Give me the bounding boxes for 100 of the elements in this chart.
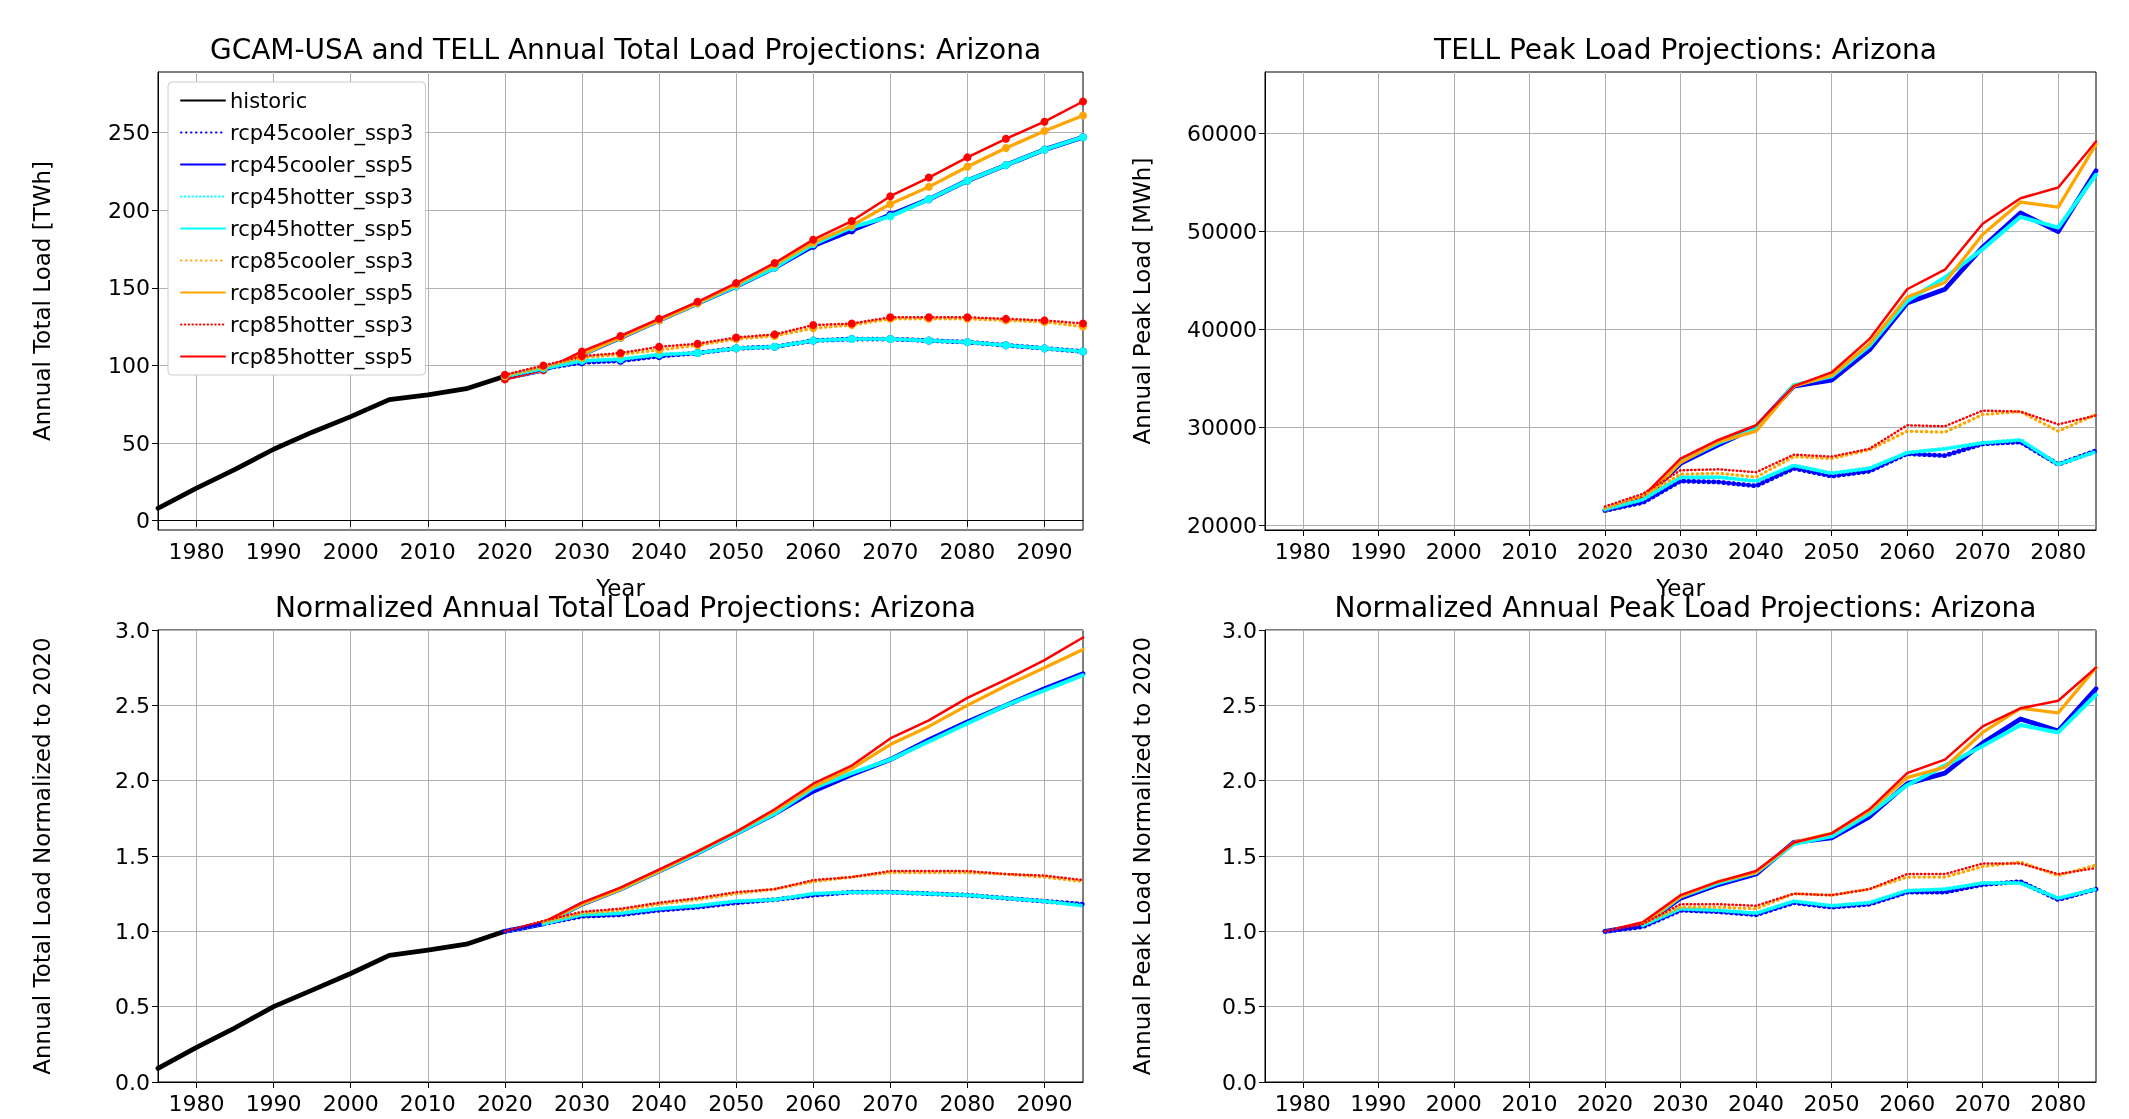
point — [886, 192, 895, 201]
point — [924, 182, 933, 191]
y-tick-label: 1.0 — [115, 918, 150, 944]
x-tick-label: 2010 — [399, 1090, 456, 1116]
x-tick-label: 2060 — [785, 538, 842, 564]
x-tick-label: 1990 — [245, 538, 302, 564]
y-tick-label: 0.5 — [115, 994, 150, 1020]
legend-label: historic — [230, 88, 308, 113]
legend-label: rcp45hotter_ssp3 — [230, 184, 414, 210]
x-tick-label: 1980 — [1274, 538, 1331, 564]
y-tick-label: 2.0 — [115, 768, 150, 794]
y-tick-label: 200 — [108, 197, 150, 223]
legend-label: rcp85hotter_ssp5 — [230, 344, 414, 370]
x-tick-label: 2000 — [1425, 1090, 1482, 1116]
x-tick-label: 2040 — [1728, 1090, 1785, 1116]
x-tick-label: 2020 — [476, 538, 533, 564]
x-tick-label: 2030 — [553, 1090, 610, 1116]
y-tick-label: 20000 — [1187, 512, 1257, 538]
x-tick-label: 1980 — [1274, 1090, 1331, 1116]
y-axis-title: Annual Peak Load Normalized to 2020 — [1128, 636, 1155, 1076]
y-axis-title: Annual Peak Load [MWh] — [1128, 157, 1155, 445]
line-series — [541, 890, 1085, 926]
y-tick-label: 1.5 — [1222, 843, 1257, 869]
y-tick-label: 0.5 — [1222, 994, 1257, 1020]
legend-label: rcp85cooler_ssp3 — [230, 248, 414, 274]
x-tick-label: 2040 — [631, 1090, 688, 1116]
x-tick-label: 2000 — [1425, 538, 1482, 564]
y-axis-title: Annual Total Load Normalized to 2020 — [28, 637, 55, 1075]
point — [886, 199, 895, 208]
x-tick-label: 2080 — [939, 538, 996, 564]
x-tick-label: 2020 — [476, 1090, 533, 1116]
y-axis-title: Annual Total Load [TWh] — [28, 160, 55, 442]
y-tick-label: 30000 — [1187, 414, 1257, 440]
x-tick-label: 2000 — [322, 1090, 379, 1116]
y-tick-label: 2.5 — [1222, 692, 1257, 718]
point — [1001, 144, 1010, 153]
y-tick-label: 3.0 — [115, 617, 150, 643]
x-tick-label: 2080 — [2030, 538, 2087, 564]
y-tick-label: 0.0 — [115, 1069, 150, 1095]
x-tick-label: 2090 — [1016, 538, 1073, 564]
x-tick-label: 2010 — [399, 538, 456, 564]
y-tick-label: 40000 — [1187, 316, 1257, 342]
x-tick-label: 2090 — [1016, 1090, 1073, 1116]
x-tick-label: 2040 — [631, 538, 688, 564]
y-tick-label: 1.5 — [115, 843, 150, 869]
legend-label: rcp45cooler_ssp3 — [230, 120, 414, 146]
x-tick-label: 2050 — [1803, 1090, 1860, 1116]
x-tick-label: 2050 — [708, 1090, 765, 1116]
legend-label: rcp85hotter_ssp3 — [230, 312, 414, 338]
point — [963, 153, 972, 162]
y-tick-label: 60000 — [1187, 121, 1257, 147]
x-tick-label: 2050 — [708, 538, 765, 564]
x-tick-label: 2030 — [1652, 538, 1709, 564]
x-tick-label: 2030 — [1652, 1090, 1709, 1116]
point — [924, 173, 933, 182]
y-tick-label: 150 — [108, 275, 150, 301]
x-tick-label: 2040 — [1728, 538, 1785, 564]
point — [1040, 127, 1049, 135]
x-tick-label: 1990 — [245, 1090, 302, 1116]
y-tick-label: 0.0 — [1222, 1069, 1257, 1095]
point — [847, 217, 856, 226]
legend-label: rcp45cooler_ssp5 — [230, 152, 414, 178]
x-tick-label: 2010 — [1501, 1090, 1558, 1116]
point — [1079, 97, 1087, 106]
x-tick-label: 2060 — [1879, 538, 1936, 564]
y-tick-label: 2.5 — [115, 692, 150, 718]
y-tick-label: 1.0 — [1222, 918, 1257, 944]
x-tick-label: 1980 — [168, 1090, 225, 1116]
y-tick-label: 100 — [108, 352, 150, 378]
x-tick-label: 2050 — [1803, 538, 1860, 564]
y-tick-label: 50000 — [1187, 219, 1257, 245]
x-tick-label: 2000 — [322, 538, 379, 564]
x-tick-label: 1980 — [168, 538, 225, 564]
legend-label: rcp85cooler_ssp5 — [230, 280, 414, 306]
x-tick-label: 2080 — [939, 1090, 996, 1116]
chart-title: TELL Peak Load Projections: Arizona — [1433, 32, 1937, 66]
point — [1001, 134, 1010, 143]
x-tick-label: 2080 — [2030, 1090, 2087, 1116]
point — [963, 162, 972, 171]
y-tick-label: 0 — [136, 508, 150, 534]
x-tick-label: 1990 — [1350, 538, 1407, 564]
y-tick-label: 50 — [122, 430, 150, 456]
y-tick-label: 3.0 — [1222, 617, 1257, 643]
point — [1040, 117, 1049, 126]
x-tick-label: 1990 — [1350, 1090, 1407, 1116]
x-tick-label: 2060 — [785, 1090, 842, 1116]
x-tick-label: 2070 — [1954, 538, 2011, 564]
x-tick-label: 2060 — [1879, 1090, 1936, 1116]
point — [1079, 111, 1087, 120]
x-tick-label: 2070 — [862, 1090, 919, 1116]
x-tick-label: 2070 — [1954, 1090, 2011, 1116]
y-tick-label: 250 — [108, 120, 150, 146]
x-tick-label: 2020 — [1576, 538, 1633, 564]
y-tick-label: 2.0 — [1222, 768, 1257, 794]
x-tick-label: 2070 — [862, 538, 919, 564]
chart-title: GCAM-USA and TELL Annual Total Load Projections: Arizona — [209, 32, 1042, 66]
x-tick-label: 2010 — [1501, 538, 1558, 564]
x-tick-label: 2030 — [553, 538, 610, 564]
legend-label: rcp45hotter_ssp5 — [230, 216, 414, 242]
x-tick-label: 2020 — [1576, 1090, 1633, 1116]
